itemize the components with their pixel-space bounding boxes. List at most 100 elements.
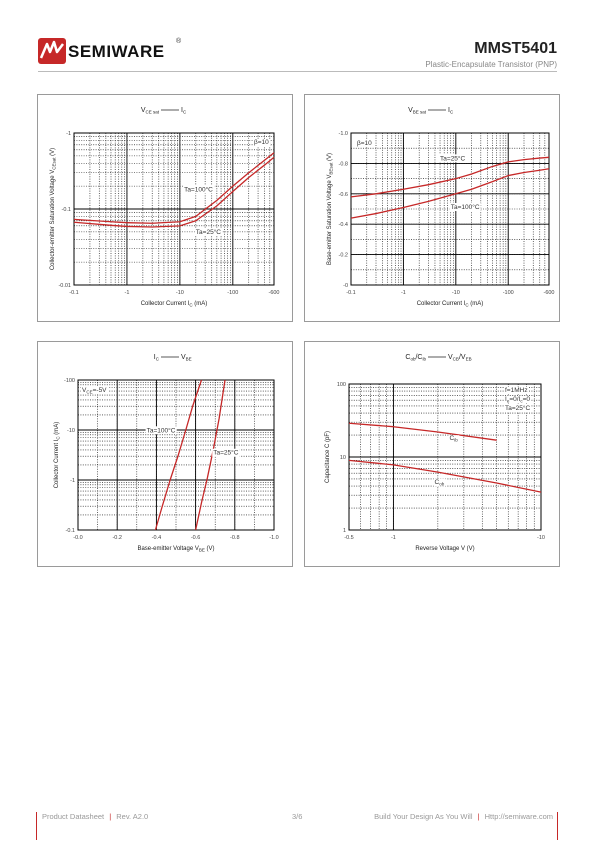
x-tick-label: -0.8 <box>230 535 239 541</box>
x-axis-label: Base-emitter Voltage VBE (V) <box>137 546 214 553</box>
annotation-cob: Cob <box>435 479 445 487</box>
x-tick-label: -1.0 <box>269 535 278 541</box>
registered-mark: ® <box>176 38 182 45</box>
annotation-ta25: Ta=25°C <box>196 228 221 236</box>
footer-right-mark <box>557 812 558 840</box>
series-line-0 <box>350 156 550 198</box>
y-tick-label: -0.1 <box>62 207 71 213</box>
footer-product: Product Datasheet <box>42 812 105 821</box>
annotation-cib: Cib <box>450 435 459 443</box>
chart-title-left: Cob/Cib <box>405 354 426 362</box>
footer-left: Product Datasheet | Rev. A2.0 <box>42 812 148 821</box>
y-tick-label: 1 <box>343 528 346 534</box>
footer-slogan: Build Your Design As You Will <box>374 812 473 821</box>
series-line-0 <box>348 422 497 441</box>
chart-title-left: VCE sat <box>141 107 160 115</box>
series-line-1 <box>348 459 542 493</box>
x-tick-label: -0.2 <box>112 535 121 541</box>
plot-frame <box>348 383 542 531</box>
brand-name: SEMIWARE <box>68 42 165 61</box>
y-tick-label: -1 <box>70 478 75 484</box>
x-tick-label: -100 <box>503 290 514 296</box>
part-number: MMST5401 <box>474 40 557 57</box>
chart-svg-1: VBE sat IC -0.1 -1 -10 -100 -600 -0 -0.2 -0.4 -0.6… <box>327 107 555 308</box>
brand-logo: SEMIWARE ® <box>38 38 218 68</box>
chart-title-right: IC <box>181 107 187 115</box>
x-tick-label: -10 <box>176 290 184 296</box>
x-tick-label: -1 <box>124 290 129 296</box>
footer-url-link[interactable]: Http://semiware.com <box>484 812 553 821</box>
annotation-beta: β=10 <box>254 139 269 146</box>
x-tick-label: -0.5 <box>344 535 353 541</box>
plot-frame <box>77 379 275 531</box>
x-tick-label: -0.1 <box>69 290 78 296</box>
x-axis-label: Collector Current IC (mA) <box>417 301 484 308</box>
y-tick-label: -0.2 <box>339 253 348 259</box>
footer-right: Build Your Design As You Will | Http://s… <box>374 812 553 821</box>
x-tick-label: -1 <box>391 535 396 541</box>
chart-grid <box>73 132 275 286</box>
annotation-vce: VCE=-5V <box>82 387 107 395</box>
x-tick-label: -0.1 <box>346 290 355 296</box>
x-axis-label: Collector Current IC (mA) <box>141 301 208 308</box>
y-tick-label: -10 <box>67 428 75 434</box>
annotation-beta: β=10 <box>357 140 372 147</box>
annotation-ta100-bg <box>183 185 215 194</box>
y-tick-label: -0.8 <box>339 161 348 167</box>
footer-separator-2: | <box>477 812 480 821</box>
footer-separator: | <box>109 812 112 821</box>
y-tick-label: -0.01 <box>58 283 71 289</box>
x-tick-label: -600 <box>543 290 554 296</box>
chart-panel-vcesat-ic: VCE sat IC -0.1 -1 -10 -100 -600 -0.01 -0.1 -1 Col… <box>37 94 293 322</box>
series-line-0 <box>154 379 203 531</box>
x-tick-label: -10 <box>537 535 545 541</box>
chart-title-right: VCB/VEB <box>448 354 472 362</box>
x-tick-label: -600 <box>268 290 279 296</box>
x-tick-label: -0.0 <box>73 535 82 541</box>
y-axis-label: Collector-emitter Saturation Voltage VCE… <box>50 148 57 270</box>
x-tick-label: -10 <box>452 290 460 296</box>
annotation-ta100-bg <box>145 426 177 435</box>
chart-svg-3: Cob/Cib VCB/VEB -0.5 -1 -10 1 10 100 Reverse Vol… <box>325 354 545 552</box>
annotation-ta25-bg <box>504 404 532 412</box>
y-tick-label: -0.1 <box>66 528 75 534</box>
annotation-cib-bg <box>448 435 460 443</box>
annotation-ta100: Ta=100°C <box>184 185 213 193</box>
y-tick-label: -0 <box>343 283 348 289</box>
chart-grid <box>77 379 275 531</box>
annotation-vce-bg <box>81 387 109 395</box>
annotation-ta25-bg <box>212 448 240 457</box>
series-line-1 <box>194 379 226 531</box>
chart-title-right: IC <box>448 107 454 115</box>
chart-title-left: IC <box>154 354 160 362</box>
x-axis-label: Reverse Voltage V (V) <box>415 546 474 552</box>
footer: Product Datasheet | Rev. A2.0 3/6 Build … <box>38 812 557 826</box>
y-tick-label: 100 <box>337 382 346 388</box>
annotation-beta-bg <box>253 139 271 146</box>
annotation-ta25-bg <box>194 227 223 236</box>
annotation-ta100-bg <box>449 203 481 211</box>
chart-title-left: VBE sat <box>408 107 427 115</box>
chart-panel-capacitance: Cob/Cib VCB/VEB -0.5 -1 -10 1 10 100 Reverse Vol… <box>304 341 560 567</box>
y-tick-label: -1.0 <box>339 131 348 137</box>
y-axis-label: Base-emitter Saturation Voltage VBEsat (… <box>327 153 334 265</box>
x-tick-label: -0.6 <box>191 535 200 541</box>
annotation-bias-bg <box>504 396 532 404</box>
annotation-ta25-bg <box>439 154 467 163</box>
footer-page: 3/6 <box>292 812 303 821</box>
x-tick-label: -0.4 <box>152 535 161 541</box>
y-tick-label: 10 <box>340 455 346 461</box>
y-axis-label: Capacitance C (pF) <box>325 431 331 483</box>
annotation-ta25: Ta=25°C <box>505 404 530 412</box>
chart-svg-2: IC VBE -0.0 -0.2 -0.4 -0.6 -0.8 -1.0 -0.1 -1 -10 -1… <box>54 354 279 553</box>
annotation-bias: Ie=0/Ic=0 <box>505 396 530 404</box>
annotation-freq-bg <box>504 387 529 394</box>
semiware-logo-icon <box>38 38 66 64</box>
chart-panel-vbesat-ic: VBE sat IC -0.1 -1 -10 -100 -600 -0 -0.2 -0.4 -0.6… <box>304 94 560 322</box>
y-tick-label: -100 <box>64 378 75 384</box>
y-axis-label: Collector Current IC (mA) <box>54 422 61 489</box>
part-subtitle: Plastic-Encapsulate Transistor (PNP) <box>425 60 557 69</box>
annotation-freq: f=1MHz <box>505 387 528 394</box>
chart-panel-ic-vbe: IC VBE -0.0 -0.2 -0.4 -0.6 -0.8 -1.0 -0.1 -1 -10 -1… <box>37 341 293 567</box>
y-tick-label: -1 <box>66 131 71 137</box>
